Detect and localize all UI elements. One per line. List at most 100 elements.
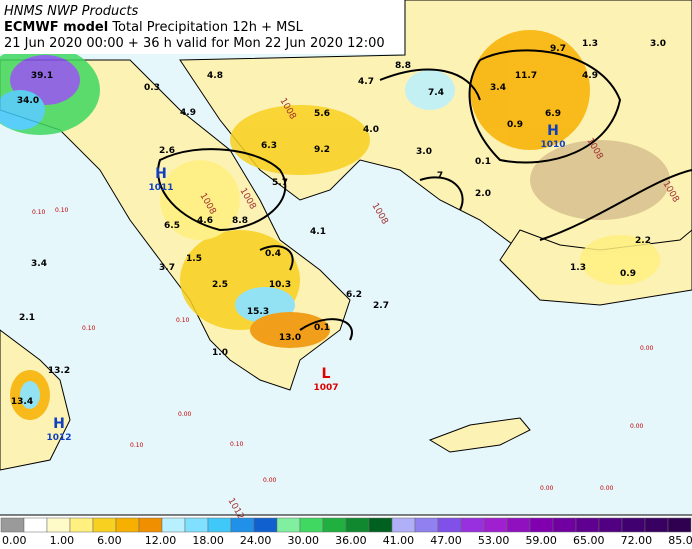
colorbar-swatch	[552, 517, 577, 533]
precip-value: 1.3	[582, 39, 598, 49]
precip-value: 7	[437, 171, 443, 181]
small-value: 0.00	[630, 423, 644, 430]
colorbar-label: 36.00	[335, 534, 367, 547]
colorbar-swatch	[0, 517, 25, 533]
precip-value: 2.5	[212, 280, 228, 290]
precip-value: 2.7	[373, 301, 389, 311]
colorbar-swatch	[253, 517, 278, 533]
precip-value: 4.1	[310, 227, 326, 237]
precip-value: 11.7	[515, 71, 537, 81]
precip-value: 6.5	[164, 221, 180, 231]
small-value: 0.10	[32, 209, 46, 216]
small-value: 0.00	[263, 477, 277, 484]
colorbar-swatch	[299, 517, 324, 533]
pressure-value: 1010	[540, 140, 565, 150]
small-value: 0.10	[55, 207, 69, 214]
colorbar-label: 59.00	[525, 534, 557, 547]
precip-value: 10.3	[269, 280, 291, 290]
pressure-value: 1012	[46, 433, 71, 443]
colorbar-label: 53.00	[478, 534, 510, 547]
pressure-center: H	[155, 166, 167, 182]
colorbar-label: 41.00	[383, 534, 415, 547]
small-value: 0.10	[82, 325, 96, 332]
colorbar-swatch	[276, 517, 301, 533]
precip-value: 15.3	[247, 307, 269, 317]
colorbar-swatch	[230, 517, 255, 533]
precip-value: 6.9	[545, 109, 561, 119]
colorbar-swatch	[23, 517, 48, 533]
colorbar-swatch	[414, 517, 439, 533]
header: HNMS NWP Products ECMWF model Total Prec…	[0, 0, 404, 54]
colorbar-label: 6.00	[97, 534, 122, 547]
precip-value: 6.2	[346, 290, 362, 300]
precip-value: 4.0	[363, 125, 379, 135]
colorbar-swatch	[345, 517, 370, 533]
precip-value: 3.7	[159, 263, 175, 273]
colorbar-swatch	[437, 517, 462, 533]
colorbar-swatch	[115, 517, 140, 533]
colorbar-label: 72.00	[621, 534, 653, 547]
colorbar-swatch	[391, 517, 416, 533]
precip-value: 5.6	[314, 109, 330, 119]
colorbar-label: 0.00	[2, 534, 27, 547]
precip-value: 13.2	[48, 366, 70, 376]
colorbar-swatch	[368, 517, 393, 533]
colorbar-swatch	[69, 517, 94, 533]
colorbar-swatch	[598, 517, 623, 533]
colorbar-label: 30.00	[288, 534, 320, 547]
precip-value: 2.1	[19, 313, 35, 323]
precip-value: 0.3	[144, 83, 160, 93]
small-value: 0.00	[600, 485, 614, 492]
precip-value: 13.4	[11, 397, 33, 407]
colorbar-swatch	[621, 517, 646, 533]
pressure-center: H	[53, 416, 65, 432]
colorbar-label: 47.00	[430, 534, 462, 547]
isobars	[157, 49, 692, 341]
precip-value: 9.2	[314, 145, 330, 155]
precip-value: 0.4	[265, 249, 281, 259]
small-value: 0.00	[540, 485, 554, 492]
precip-value: 5.7	[272, 178, 288, 188]
precip-value: 2.0	[475, 189, 491, 199]
colorbar-swatch	[322, 517, 347, 533]
pressure-center: H	[547, 123, 559, 139]
colorbar-swatch	[460, 517, 485, 533]
colorbar-swatch	[575, 517, 600, 533]
model-name: ECMWF model	[4, 20, 109, 35]
colorbar-swatch	[92, 517, 117, 533]
colorbar-swatch	[138, 517, 163, 533]
precip-value: 6.3	[261, 141, 277, 151]
colorbar-swatch	[161, 517, 186, 533]
header-line2: ECMWF model Total Precipitation 12h + MS…	[4, 20, 400, 36]
precip-value: 3.0	[416, 147, 432, 157]
precip-value: 4.9	[582, 71, 598, 81]
colorbar-swatch	[644, 517, 669, 533]
precip-value: 2.6	[159, 146, 175, 156]
pressure-center: L	[322, 366, 331, 382]
small-value: 0.10	[176, 317, 190, 324]
colorbar-swatch	[184, 517, 209, 533]
precip-value: 9.7	[550, 44, 566, 54]
precip-value: 3.0	[650, 39, 666, 49]
colorbar-swatch	[207, 517, 232, 533]
colorbar-label: 85.00	[668, 534, 692, 547]
precip-value: 3.4	[490, 83, 506, 93]
colorbar-swatch	[46, 517, 71, 533]
colorbar-swatch	[667, 517, 692, 533]
header-line1: HNMS NWP Products	[4, 4, 139, 19]
small-value: 0.00	[178, 411, 192, 418]
precip-value: 13.0	[279, 333, 301, 343]
precip-value: 0.9	[507, 120, 523, 130]
colorbar-swatch	[529, 517, 554, 533]
precip-value: 8.8	[395, 61, 411, 71]
colorbar-label: 12.00	[145, 534, 177, 547]
precip-value: 4.6	[197, 216, 213, 226]
product-title: Total Precipitation 12h + MSL	[112, 20, 303, 35]
precip-value: 1.5	[186, 254, 202, 264]
precip-value: 39.1	[31, 71, 53, 81]
small-value: 0.10	[130, 442, 144, 449]
precip-value: 4.7	[358, 77, 374, 87]
precip-value: 8.8	[232, 216, 248, 226]
precip	[0, 30, 670, 420]
